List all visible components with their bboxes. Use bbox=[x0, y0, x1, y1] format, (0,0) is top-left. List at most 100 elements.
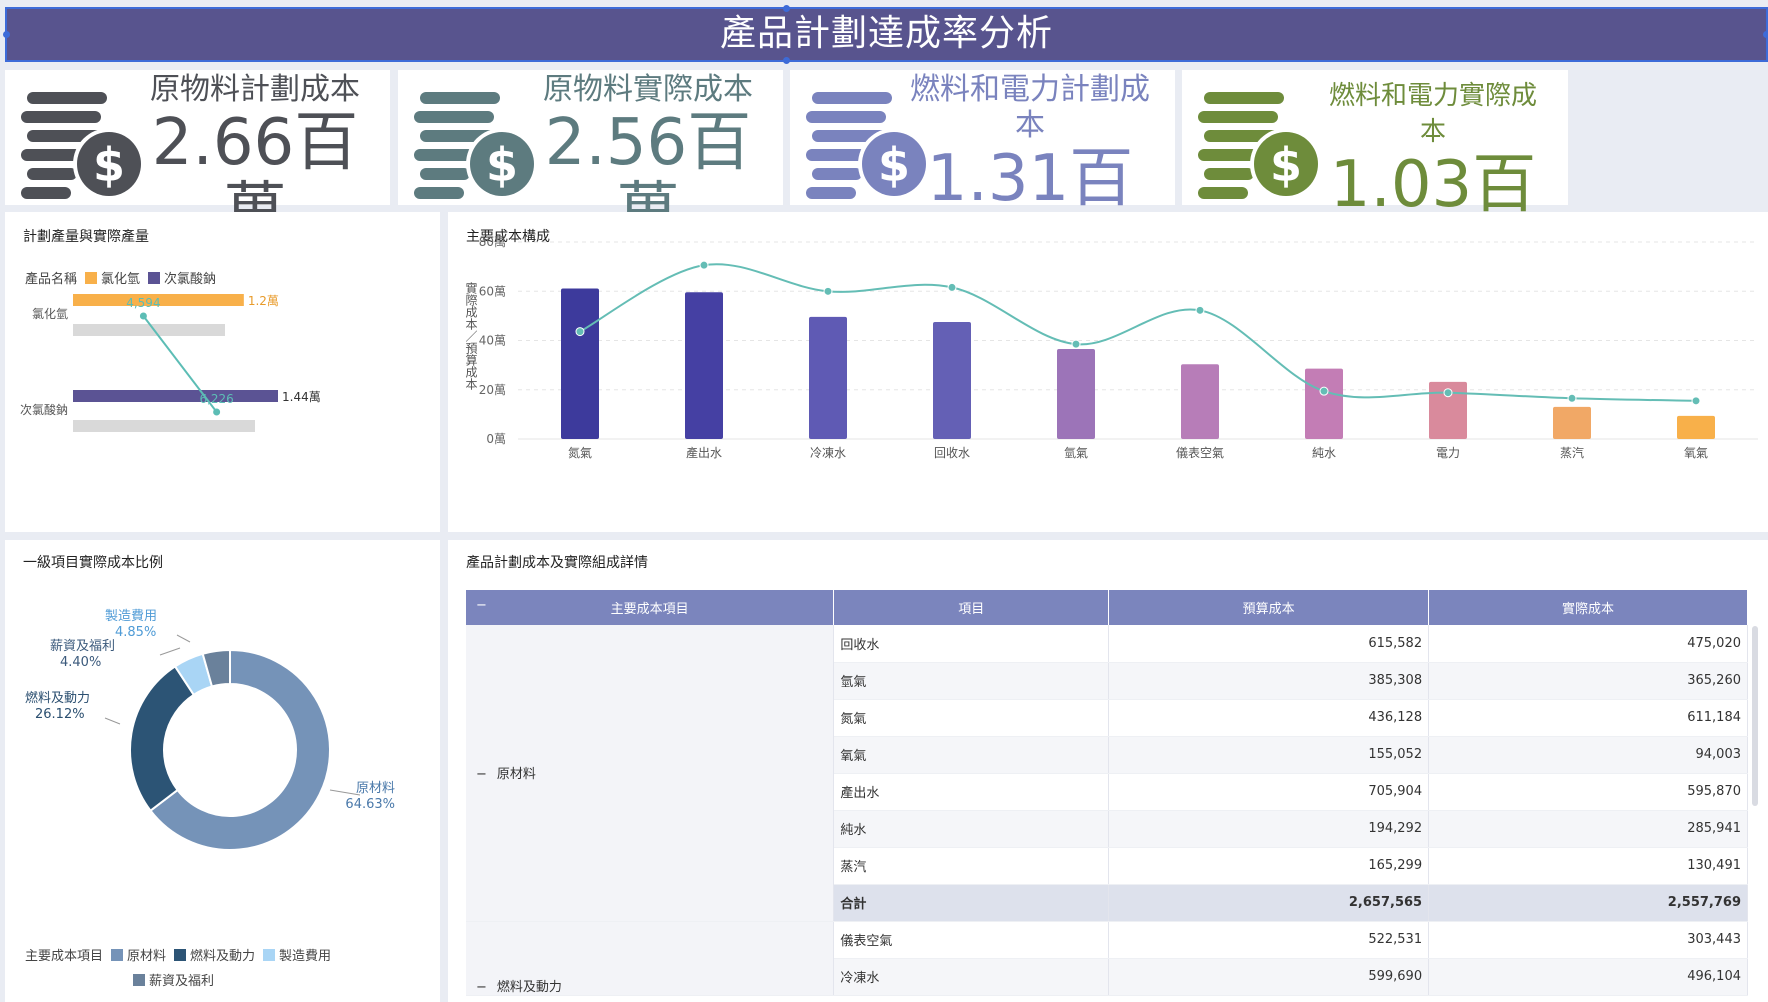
column-header-item[interactable]: 項目 bbox=[833, 590, 1110, 625]
budget-cell: 436,128 bbox=[1108, 699, 1430, 737]
legend-item-hcl[interactable]: 氯化氫 bbox=[85, 268, 140, 287]
item-cell: 產出水 bbox=[833, 773, 1110, 811]
column-header-main-item[interactable]: − 主要成本項目 bbox=[466, 590, 835, 625]
dollar-coins-icon: $ bbox=[1198, 92, 1322, 200]
actual-point-label: 4,594 bbox=[126, 296, 160, 310]
y-tick-label: 20萬 bbox=[479, 383, 506, 397]
resize-handle[interactable] bbox=[783, 5, 790, 12]
table-row[interactable]: − 原材料 回收水 615,582 475,020 bbox=[466, 625, 1748, 922]
resize-handle[interactable] bbox=[3, 31, 10, 38]
leader-line bbox=[159, 647, 181, 656]
cost-detail-panel: 產品計劃成本及實際組成詳情 − 主要成本項目 項目 預算成本 實際成本 − 原材料… bbox=[448, 540, 1768, 1002]
budget-point bbox=[823, 286, 833, 296]
cost-bar bbox=[1305, 368, 1343, 439]
cost-bar bbox=[1181, 364, 1219, 439]
legend-item[interactable]: 製造費用 bbox=[263, 945, 331, 964]
budget-line bbox=[579, 263, 1697, 402]
x-tick-label: 氧氣 bbox=[1684, 446, 1708, 460]
page-title: 產品計劃達成率分析 bbox=[719, 13, 1053, 54]
panel-title: 一級項目實際成本比例 bbox=[23, 555, 163, 571]
collapse-all-icon[interactable]: − bbox=[476, 598, 487, 613]
cost-bar bbox=[1553, 406, 1591, 439]
panel-title: 計劃產量與實際產量 bbox=[23, 229, 149, 245]
cost-detail-table-wrap[interactable]: − 主要成本項目 項目 預算成本 實際成本 − 原材料 回收水 615,582 475,… bbox=[466, 590, 1758, 996]
legend-item[interactable]: 原材料 bbox=[111, 945, 166, 964]
collapse-icon[interactable]: − bbox=[476, 767, 487, 783]
item-cell: 回收水 bbox=[833, 625, 1110, 663]
table-row[interactable]: 蒸汽 165,299 130,491 bbox=[466, 847, 1748, 885]
cost-bar bbox=[933, 322, 971, 439]
cost-bar bbox=[685, 292, 723, 439]
column-header-budget[interactable]: 預算成本 bbox=[1108, 590, 1430, 625]
budget-point bbox=[575, 327, 585, 337]
kpi-card: $ 燃料和電力計劃成本 1.31百萬 bbox=[790, 70, 1175, 284]
kpi-name: 燃料和電力計劃成本 bbox=[910, 72, 1150, 143]
actual-bar bbox=[73, 420, 255, 432]
budget-cell: 705,904 bbox=[1108, 773, 1430, 811]
budget-cell: 615,582 bbox=[1108, 625, 1430, 663]
budget-point bbox=[1195, 305, 1205, 315]
svg-text:$: $ bbox=[1270, 138, 1302, 192]
x-tick-label: 氮氣 bbox=[568, 445, 592, 460]
column-header-actual[interactable]: 實際成本 bbox=[1428, 590, 1748, 625]
category-label: 次氯酸鈉 bbox=[20, 402, 68, 417]
budget-point bbox=[947, 282, 957, 292]
legend-title: 產品名稱 bbox=[25, 272, 78, 287]
group-cell[interactable]: − 原材料 bbox=[466, 625, 835, 922]
actual-cell: 595,870 bbox=[1428, 773, 1748, 811]
resize-handle[interactable] bbox=[1763, 31, 1768, 38]
resize-handle[interactable] bbox=[783, 57, 790, 64]
item-cell: 氫氣 bbox=[833, 662, 1110, 700]
table-header-row: − 主要成本項目 項目 預算成本 實際成本 bbox=[466, 590, 1748, 625]
legend-item[interactable]: 薪資及福利 bbox=[133, 970, 214, 989]
budget-cell: 385,308 bbox=[1108, 662, 1430, 700]
dollar-coins-icon: $ bbox=[414, 92, 538, 200]
actual-cell: 496,104 bbox=[1428, 958, 1748, 996]
legend-title: 主要成本項目 bbox=[25, 949, 104, 964]
actual-cell: 611,184 bbox=[1428, 699, 1748, 737]
actual-cell: 2,557,769 bbox=[1428, 884, 1748, 922]
group-name: 原材料 bbox=[496, 767, 536, 783]
x-tick-label: 產出水 bbox=[686, 445, 722, 460]
item-cell: 純水 bbox=[833, 810, 1110, 848]
budget-cell: 522,531 bbox=[1108, 921, 1430, 959]
dollar-coins-icon: $ bbox=[806, 92, 930, 200]
table-row[interactable]: 純水 194,292 285,941 bbox=[466, 810, 1748, 848]
legend-item-naclo[interactable]: 次氯酸鈉 bbox=[148, 268, 216, 287]
plan-bar-label: 1.44萬 bbox=[282, 390, 321, 404]
group-name: 燃料及動力 bbox=[496, 979, 562, 995]
table-row[interactable]: 氧氣 155,052 94,003 bbox=[466, 736, 1748, 774]
donut-slice bbox=[129, 665, 196, 813]
collapse-icon[interactable]: − bbox=[476, 979, 487, 995]
x-tick-label: 純水 bbox=[1312, 446, 1336, 460]
table-row[interactable]: − 燃料及動力 儀表空氣 522,531 303,443 bbox=[466, 921, 1748, 996]
table-row[interactable]: 合計 2,657,565 2,557,769 bbox=[466, 884, 1748, 922]
y-tick-label: 40萬 bbox=[479, 334, 506, 348]
table-scrollbar[interactable] bbox=[1752, 626, 1758, 806]
slice-label: 燃料及動力 bbox=[25, 690, 90, 706]
cost-bar bbox=[1057, 349, 1095, 439]
svg-text:$: $ bbox=[93, 138, 125, 192]
table-row[interactable]: 氮氣 436,128 611,184 bbox=[466, 699, 1748, 737]
x-tick-label: 電力 bbox=[1436, 446, 1460, 460]
table-row[interactable]: 冷凍水 599,690 496,104 bbox=[466, 958, 1748, 996]
group-cell[interactable]: − 燃料及動力 bbox=[466, 921, 835, 996]
kpi-name: 原物料計劃成本 bbox=[150, 72, 360, 107]
budget-point bbox=[1443, 388, 1453, 398]
kpi-card: $ 燃料和電力實際成本 1.03百萬 bbox=[1182, 70, 1568, 290]
donut-legend: 主要成本項目 原材料 燃料及動力 製造費用 薪資及福利 bbox=[25, 945, 405, 989]
x-tick-label: 冷凍水 bbox=[810, 446, 846, 460]
table-row[interactable]: 氫氣 385,308 365,260 bbox=[466, 662, 1748, 700]
production-compare-panel: 計劃產量與實際產量 產品名稱 氯化氫 次氯酸鈉 氯化氫 1.2萬 次氯酸鈉 1.44萬… bbox=[5, 212, 440, 532]
slice-pct: 64.63% bbox=[345, 797, 395, 812]
dollar-coins-icon: $ bbox=[21, 92, 145, 200]
budget-point bbox=[699, 260, 709, 270]
slice-label: 原材料 bbox=[356, 781, 395, 796]
legend-item[interactable]: 燃料及動力 bbox=[174, 945, 255, 964]
kpi-name: 原物料實際成本 bbox=[543, 72, 753, 107]
table-row[interactable]: 產出水 705,904 595,870 bbox=[466, 773, 1748, 811]
dashboard-title-bar[interactable]: 產品計劃達成率分析 bbox=[3, 5, 1768, 64]
cost-detail-table: − 主要成本項目 項目 預算成本 實際成本 − 原材料 回收水 615,582 475,… bbox=[466, 590, 1748, 996]
